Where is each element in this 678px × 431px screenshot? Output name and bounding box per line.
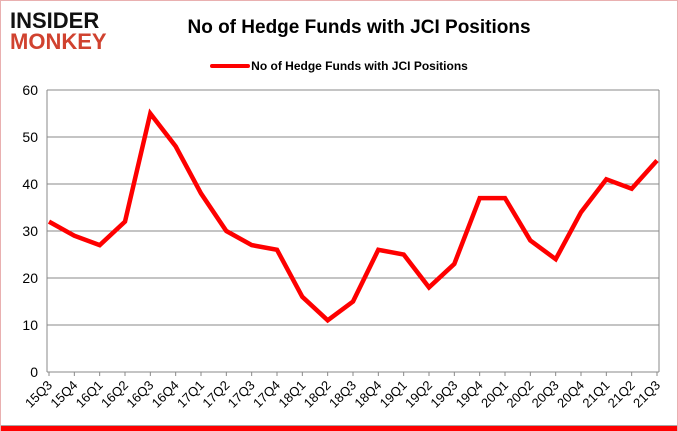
y-axis-tick-label: 30	[22, 223, 38, 239]
x-axis-tick-label: 15Q4	[47, 378, 80, 411]
x-axis-tick-label: 20Q1	[478, 378, 511, 411]
chart-legend: No of Hedge Funds with JCI Positions	[1, 59, 677, 73]
x-axis-tick-label: 17Q3	[225, 378, 258, 411]
x-axis-tick-label: 21Q3	[630, 378, 663, 411]
x-axis-tick-label: 17Q1	[174, 378, 207, 411]
y-axis-tick-label: 40	[22, 176, 38, 192]
y-axis-tick-label: 10	[22, 317, 38, 333]
y-axis-tick-label: 50	[22, 129, 38, 145]
x-axis-tick-label: 21Q1	[579, 378, 612, 411]
legend-label: No of Hedge Funds with JCI Positions	[251, 59, 468, 73]
x-axis-tick-label: 18Q4	[351, 378, 384, 411]
insider-monkey-logo: INSIDER MONKEY	[10, 8, 107, 54]
x-axis-tick-label: 19Q4	[453, 378, 486, 411]
y-axis-tick-label: 0	[30, 364, 38, 380]
x-axis-tick-label: 17Q2	[199, 378, 232, 411]
x-axis-tick-label: 21Q2	[605, 378, 638, 411]
legend-line-marker	[210, 63, 251, 68]
x-axis-tick-label: 15Q3	[22, 378, 55, 411]
chart-title: No of Hedge Funds with JCI Positions	[187, 17, 531, 38]
x-axis-tick-label: 20Q2	[503, 378, 536, 411]
hedge-funds-series-line	[47, 108, 659, 324]
x-axis-tick-label: 16Q4	[149, 378, 182, 411]
x-axis-tick-label: 16Q2	[98, 378, 131, 411]
logo-word-monkey: MONKEY	[10, 29, 107, 54]
x-axis-tick-label: 19Q2	[402, 378, 435, 411]
x-axis-tick-label: 19Q1	[377, 378, 410, 411]
x-axis-tick-label: 20Q4	[554, 378, 587, 411]
y-axis-tick-label: 60	[22, 82, 38, 98]
x-axis-tick-label: 16Q1	[73, 378, 106, 411]
x-axis-tick-label: 19Q3	[427, 378, 460, 411]
x-axis-tick-label: 20Q3	[529, 378, 562, 411]
x-axis-tick-label: 18Q3	[326, 378, 359, 411]
bottom-red-bar	[1, 425, 677, 431]
x-axis-tick-label: 16Q3	[123, 378, 156, 411]
x-axis-tick-label: 18Q1	[275, 378, 308, 411]
x-axis-tick-label: 17Q4	[250, 378, 283, 411]
logo-word-insider: INSIDER	[10, 8, 100, 33]
y-axis-tick-label: 20	[22, 270, 38, 286]
x-axis-tick-label: 18Q2	[301, 378, 334, 411]
